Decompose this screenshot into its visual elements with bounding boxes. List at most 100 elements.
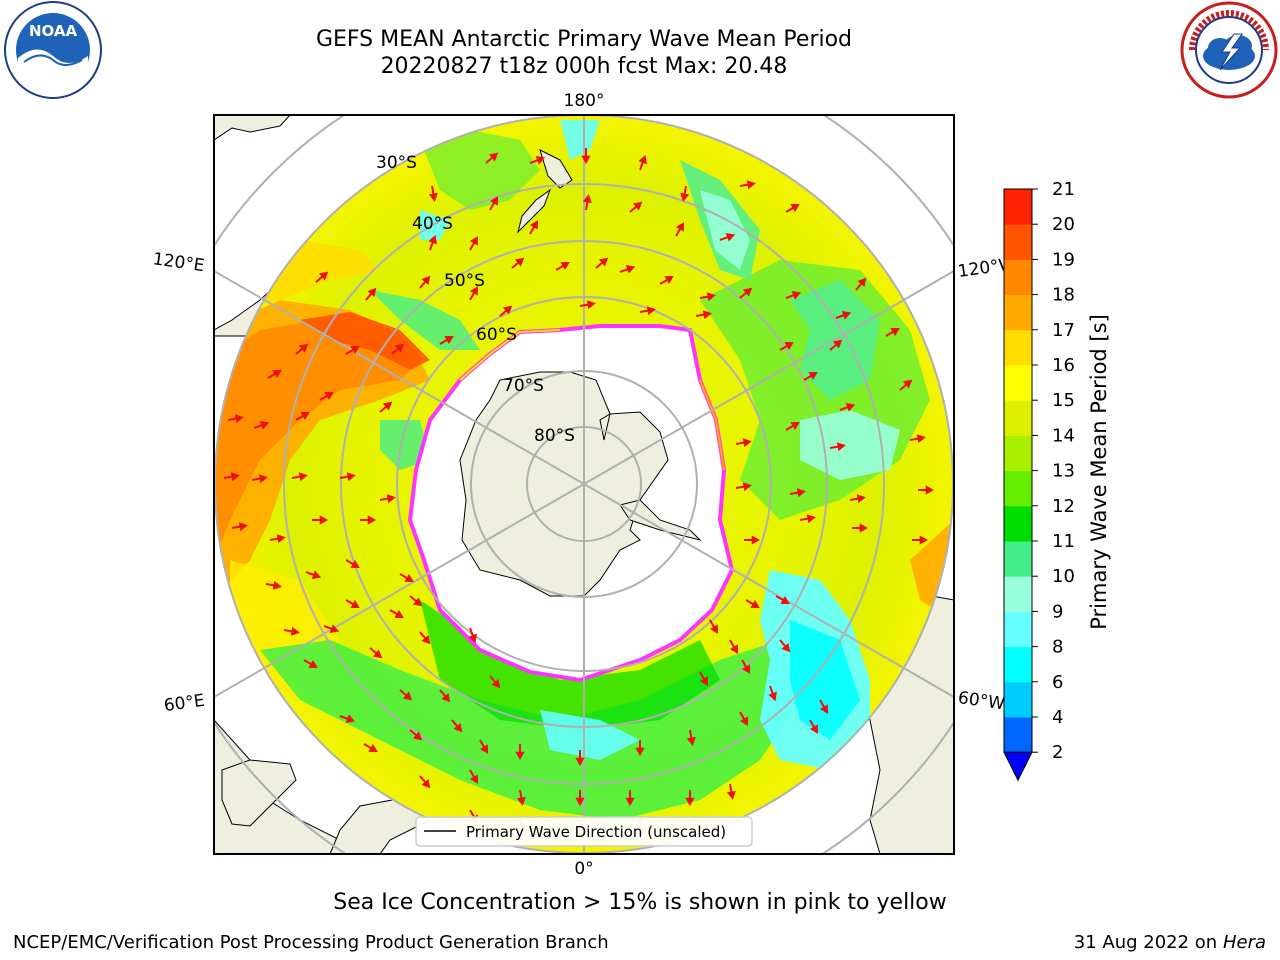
wave-arrow-head — [581, 155, 591, 165]
wave-arrow-head — [412, 597, 423, 607]
colorbar-tick-label: 13 — [1052, 461, 1075, 482]
wave-arrow-head — [276, 534, 286, 544]
wave-arrow-head — [845, 403, 856, 412]
field-green-band — [260, 640, 800, 820]
wave-arrow-head — [784, 341, 794, 351]
wave-arrow-head — [290, 626, 300, 636]
wave-arrow-head — [350, 345, 360, 355]
wave-arrow-head — [491, 678, 501, 689]
lon-label-180: 180° — [564, 91, 605, 111]
wave-arrow-head — [598, 257, 609, 267]
wave-arrow-head — [790, 203, 800, 213]
land-antarctica — [459, 371, 669, 597]
colorbar-tick-label: 6 — [1052, 672, 1063, 693]
wave-arrow-head — [632, 201, 643, 211]
wave-arrow-head — [859, 523, 869, 533]
colorbar-tick-label: 14 — [1052, 425, 1075, 446]
colorbar-segment — [1004, 224, 1032, 260]
wave-arrow-head — [575, 757, 585, 767]
wave-arrow-head — [750, 599, 760, 609]
colorbar-segment — [1004, 470, 1032, 507]
lat-label-60s: 60°S — [476, 325, 517, 345]
wave-arrow-head — [258, 474, 268, 484]
wave-arrow-head — [746, 180, 756, 190]
wave-arrow-head — [806, 514, 816, 524]
colorbar-label: Primary Wave Mean Period [s] — [1087, 314, 1111, 630]
wave-arrow-head — [780, 595, 790, 605]
lon-label-60e: 60°E — [163, 691, 206, 716]
colorbar-segment — [1004, 259, 1032, 296]
wave-arrow-head — [685, 797, 695, 807]
colorbar-tick-label: 18 — [1052, 285, 1075, 306]
wave-arrow-head — [319, 515, 329, 525]
wave-arrow-head — [469, 236, 479, 246]
wave-arrow-head — [272, 369, 282, 379]
lon-label-60w: 60°W — [957, 688, 1006, 714]
wave-arrow-head — [346, 472, 356, 482]
wave-arrow-head — [808, 371, 818, 381]
svg-text:NOAA: NOAA — [29, 22, 78, 40]
colorbar-segment — [1004, 576, 1032, 612]
wave-arrow-head — [516, 796, 526, 806]
lat-label-50s: 50°S — [444, 271, 485, 291]
nws-logo — [1180, 1, 1278, 99]
colorbar-segment — [1004, 294, 1032, 331]
wave-arrow-head — [890, 327, 900, 337]
wave-arrow-head — [394, 609, 404, 619]
wave-arrow-head — [836, 442, 846, 452]
wave-arrow-head — [421, 778, 431, 789]
wave-arrow-head — [308, 659, 318, 669]
colorbar-segment — [1004, 681, 1032, 718]
lat-label-30s: 30°S — [376, 153, 417, 173]
wave-arrow-head — [298, 472, 308, 482]
wave-arrow-head — [386, 494, 396, 504]
wave-arrow-head — [412, 731, 423, 741]
wave-arrow-head — [575, 797, 585, 807]
colorbar-segment — [1004, 365, 1032, 401]
wave-arrow-head — [680, 192, 690, 202]
colorbar-segment — [1004, 329, 1032, 366]
wave-arrow-head — [702, 310, 712, 320]
footer-date-text: 31 Aug 2022 on — [1073, 932, 1218, 953]
wave-arrow-head — [832, 339, 843, 349]
colorbar-tick-label: 8 — [1052, 637, 1063, 658]
wave-arrow-head — [421, 634, 431, 645]
wave-arrow-head — [664, 275, 674, 285]
footer-credit: NCEP/EMC/Verification Post Processing Pr… — [13, 932, 609, 953]
wave-arrow-head — [751, 535, 761, 545]
wave-arrow-head — [742, 287, 753, 297]
colorbar-segment — [1004, 505, 1032, 542]
wave-arrow-head — [441, 692, 451, 703]
wave-arrow-head — [469, 286, 479, 296]
colorbar-segment — [1004, 435, 1032, 472]
noaa-logo: NOAA — [4, 1, 102, 99]
wave-arrow-head — [796, 488, 806, 498]
wave-arrow-head — [709, 624, 719, 634]
wave-arrow-head — [706, 292, 716, 302]
wave-arrow-head — [394, 343, 405, 353]
wave-arrow-head — [324, 391, 334, 401]
wave-arrow-head — [428, 192, 438, 202]
wave-arrow-head — [300, 411, 310, 421]
colorbar-segment — [1004, 611, 1032, 648]
wave-arrow-head — [259, 421, 270, 430]
colorbar: 2 4 6 8 9 10 11 12 13 14 15 16 17 18 19 20 21 — [1003, 179, 1075, 782]
colorbar-segment — [1004, 541, 1032, 577]
wave-arrow-head — [582, 194, 592, 204]
wave-arrow-head — [234, 414, 244, 424]
wave-arrow-head — [453, 722, 463, 733]
wave-arrow-head — [479, 744, 489, 754]
wave-arrow-head — [819, 704, 829, 714]
wave-arrow-head — [768, 691, 777, 702]
wave-arrow-head — [675, 222, 685, 232]
wave-arrow-head — [345, 714, 356, 723]
wave-arrow-head — [857, 277, 867, 288]
wave-arrow-head — [686, 736, 696, 746]
wave-arrow-head — [311, 570, 322, 579]
wave-arrow-head — [350, 599, 360, 609]
wave-arrow-head — [635, 747, 645, 757]
wave-arrow-head — [502, 305, 513, 315]
wave-arrow-head — [646, 306, 656, 316]
colorbar-tick-label: 9 — [1052, 601, 1063, 622]
